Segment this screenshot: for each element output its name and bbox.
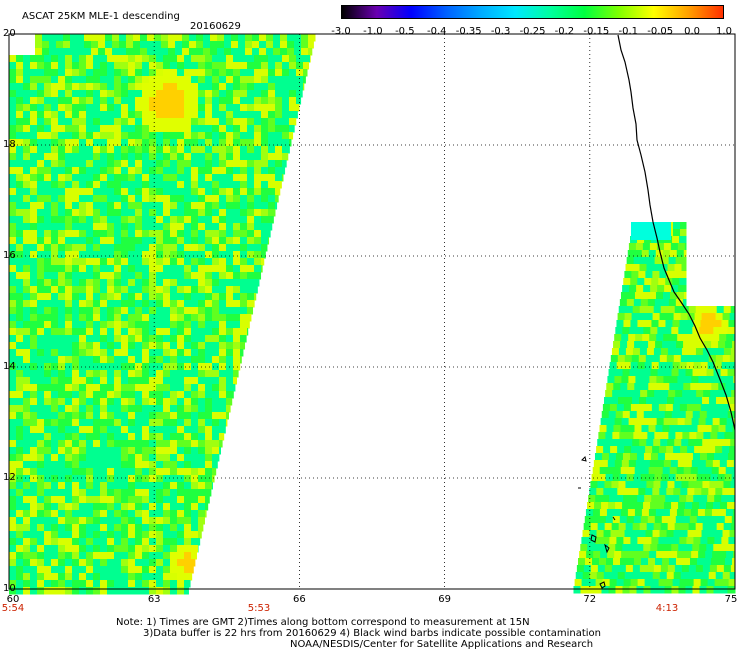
latitude-label: 20 xyxy=(3,28,16,39)
product-title: ASCAT 25KM MLE-1 descending xyxy=(22,11,180,22)
latitude-label: 18 xyxy=(3,139,16,150)
time-label: 5:53 xyxy=(247,603,271,614)
colorbar-label: -0.35 xyxy=(455,26,482,37)
swath-left xyxy=(9,34,316,595)
latitude-label: 10 xyxy=(3,583,16,594)
longitude-label: 60 xyxy=(6,594,20,605)
time-label: 4:13 xyxy=(655,603,679,614)
note-line-1: Note: 1) Times are GMT 2)Times along bot… xyxy=(116,617,530,628)
colorbar-label: -0.4 xyxy=(426,26,447,37)
note-line-2: 3)Data buffer is 22 hrs from 20160629 4)… xyxy=(143,628,601,639)
longitude-label: 75 xyxy=(724,594,738,605)
colorbar-label: -0.15 xyxy=(583,26,610,37)
colorbar-label: -0.2 xyxy=(554,26,575,37)
note-line-3: NOAA/NESDIS/Center for Satellite Applica… xyxy=(290,639,594,650)
colorbar-label: 0.0 xyxy=(684,26,701,37)
colorbar-label: -0.05 xyxy=(647,26,674,37)
longitude-label: 63 xyxy=(147,594,161,605)
longitude-label: 69 xyxy=(438,594,451,605)
map-frame xyxy=(8,33,736,590)
time-label: 5:54 xyxy=(1,603,25,614)
colorbar-label: -0.3 xyxy=(490,26,511,37)
colorbar-label: 1.0 xyxy=(716,26,732,37)
colorbar-label: -0.1 xyxy=(618,26,639,37)
product-date: 20160629 xyxy=(190,21,241,32)
colorbar-label: -3.0 xyxy=(331,26,351,37)
colorbar xyxy=(341,5,724,19)
latitude-label: 16 xyxy=(3,250,16,261)
swath-right xyxy=(573,222,736,594)
islands xyxy=(578,456,616,589)
grid-lines xyxy=(9,34,735,589)
latitude-label: 14 xyxy=(3,361,16,372)
colorbar-label: -0.25 xyxy=(519,26,546,37)
colorbar-label: -0.5 xyxy=(395,26,415,37)
longitude-label: 66 xyxy=(293,594,306,605)
longitude-label: 72 xyxy=(583,594,597,605)
colorbar-label: -1.0 xyxy=(363,26,383,37)
coastline xyxy=(617,34,736,431)
latitude-label: 12 xyxy=(3,472,16,483)
